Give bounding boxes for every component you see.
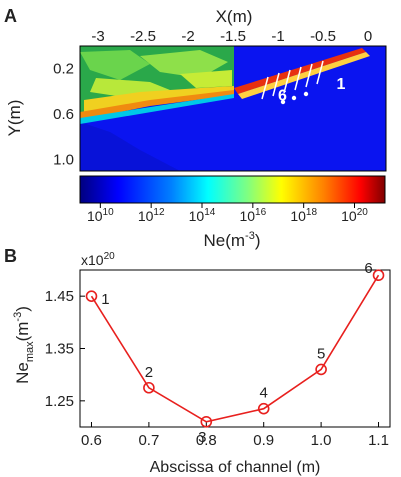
series-line <box>90 274 380 423</box>
map-x-tick-label: -2.5 <box>130 28 156 45</box>
map-x-tick-label: -3 <box>91 28 104 45</box>
colorbar-ticks: 1010 1012 1014 1016 1018 1020 <box>87 203 368 224</box>
colorbar-label: Ne(m-3) <box>203 230 260 250</box>
map-y-tick-label: 0.6 <box>53 106 74 123</box>
line-plot-frame <box>79 269 391 428</box>
line-plot-ticks: 0.6 0.7 0.8 0.9 1.0 1.1 1.25 1.35 1.45 <box>45 288 389 449</box>
panel-b-letter: B <box>4 246 17 266</box>
line-x-tick-label: 0.7 <box>138 432 159 449</box>
line-x-tick-label: 1.0 <box>311 432 332 449</box>
line-y-tick-label: 1.45 <box>45 288 74 305</box>
colorbar-tick-label: 1020 <box>341 207 368 224</box>
map-y-axis-label: Y(m) <box>5 100 24 137</box>
series-point <box>315 363 327 376</box>
probe-channels <box>261 60 324 100</box>
series-markers: 1 2 3 4 5 6 <box>85 260 385 446</box>
colorbar-tick-label: 1018 <box>290 207 317 224</box>
colorbar-tick-label: 1010 <box>87 207 114 224</box>
y-multiplier: x1020 <box>81 251 115 268</box>
series-point <box>257 402 270 415</box>
map-annotations: 61 <box>278 76 346 104</box>
line-y-axis-label: Nemax(m-3) <box>12 306 36 384</box>
map-x-tick-label: -1.5 <box>220 28 246 45</box>
colorbar-tick-label: 1016 <box>239 207 266 224</box>
line-x-tick-label: 1.1 <box>368 432 389 449</box>
point-label: 4 <box>260 385 268 402</box>
colorbar-tick-label: 1014 <box>189 207 216 224</box>
line-x-tick-label: 0.9 <box>253 432 274 449</box>
line-x-axis-label: Abscissa of channel (m) <box>150 459 321 476</box>
line-y-tick-label: 1.35 <box>45 341 74 358</box>
point-label: 5 <box>317 345 325 362</box>
series-point <box>143 381 155 394</box>
map-y-tick-label: 1.0 <box>53 152 74 169</box>
map-x-tick-label: 0 <box>364 28 372 45</box>
series-point <box>372 269 385 282</box>
map-x-ticks: -3 -2.5 -2 -1.5 -1 -0.5 0 <box>91 28 372 51</box>
point-label: 2 <box>145 364 153 381</box>
colorbar <box>79 175 386 204</box>
map-x-tick-label: -0.5 <box>310 28 336 45</box>
line-x-tick-label: 0.8 <box>196 432 217 449</box>
map-x-tick-label: -1 <box>271 28 284 45</box>
map-annotation-label: 6 <box>278 88 287 105</box>
density-map <box>80 46 386 171</box>
map-annotation-label: 1 <box>337 76 346 93</box>
map-y-tick-label: 0.2 <box>53 61 74 78</box>
colorbar-tick-label: 1012 <box>138 207 165 224</box>
series-point <box>85 290 98 302</box>
line-y-tick-label: 1.25 <box>45 393 74 410</box>
point-label: 1 <box>101 291 109 308</box>
line-x-tick-label: 0.6 <box>81 432 102 449</box>
map-frame <box>79 45 387 172</box>
probe-dots <box>280 91 309 105</box>
series-point <box>200 415 213 428</box>
panel-a-letter: A <box>4 6 17 26</box>
map-x-tick-label: -2 <box>181 28 194 45</box>
point-label: 3 <box>198 429 206 446</box>
map-x-axis-label: X(m) <box>216 7 253 26</box>
point-label: 6 <box>364 260 372 277</box>
